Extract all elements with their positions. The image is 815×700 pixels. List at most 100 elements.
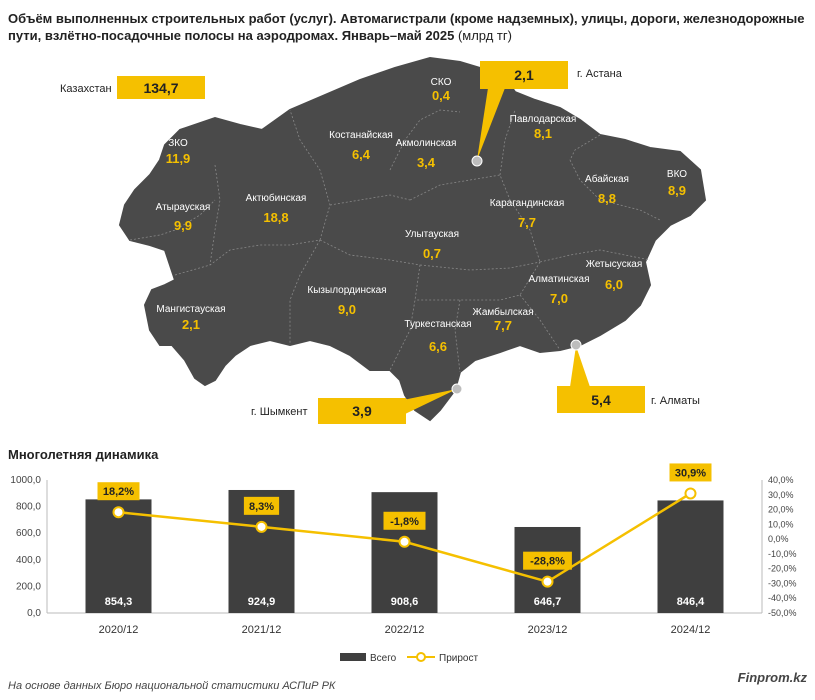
region-label-karaganda: Карагандинская (490, 198, 565, 209)
shymkent-pointer (403, 389, 457, 415)
legend-line-label: Прирост (439, 653, 478, 664)
growth-label: 18,2% (103, 486, 134, 498)
shymkent-callout: 3,9 г. Шымкент (251, 383, 463, 424)
y-left-tick-label: 400,0 (16, 555, 41, 566)
y-left-tick-label: 800,0 (16, 502, 41, 513)
shymkent-value: 3,9 (352, 403, 372, 419)
growth-label-box (97, 482, 140, 501)
region-value-mangystau: 2,1 (182, 317, 200, 332)
region-value-atyrau: 9,9 (174, 218, 192, 233)
shymkent-label: г. Шымкент (251, 406, 308, 418)
region-label-abay: Абайская (585, 173, 629, 185)
growth-point (684, 487, 697, 500)
y-right-tick-label: 20,0% (768, 505, 794, 515)
region-value-turkestan: 6,6 (429, 339, 447, 354)
region-value-zhetisu: 6,0 (605, 277, 623, 292)
shymkent-box (318, 398, 406, 424)
almaty-pointer (570, 346, 590, 387)
region-value-akmola: 3,4 (417, 155, 436, 170)
bar-value-label: 846,4 (677, 596, 705, 608)
bar-value-label: 908,6 (391, 596, 419, 608)
region-value-aktobe: 18,8 (263, 210, 288, 225)
astana-marker (471, 155, 483, 167)
bar-value-label: 646,7 (534, 596, 562, 608)
y-left-tick-label: 200,0 (16, 581, 41, 592)
chart-legend: Всего Прирост (340, 652, 478, 664)
x-tick-label: 2023/12 (528, 624, 568, 636)
growth-point (398, 535, 411, 548)
y-right-tick-label: -20,0% (768, 564, 797, 574)
y-right-tick-label: -50,0% (768, 608, 797, 618)
region-value-karaganda: 7,7 (518, 215, 536, 230)
growth-point (541, 575, 554, 588)
x-tick-label: 2022/12 (385, 624, 425, 636)
region-label-ulytau: Улытауская (405, 229, 459, 240)
almaty-box (557, 386, 645, 413)
region-label-turkestan: Туркестанская (404, 319, 471, 330)
title-unit: (млрд тг) (457, 28, 512, 43)
region-label-zko: ЗКО (168, 138, 188, 149)
region-label-almaty-region: Алматинская (529, 274, 590, 285)
region-value-zko: 11,9 (166, 151, 191, 166)
dynamics-title: Многолетняя динамика (8, 447, 159, 462)
y-right-tick-label: 40,0% (768, 475, 794, 485)
growth-label-box (243, 496, 280, 515)
y-right-tick-label: -10,0% (768, 549, 797, 559)
y-right-tick-label: -40,0% (768, 593, 797, 603)
region-label-atyrau: Атырауская (156, 202, 211, 213)
growth-point (112, 506, 125, 519)
x-tick-label: 2021/12 (242, 624, 282, 636)
astana-label: г. Астана (577, 68, 623, 80)
bar (85, 499, 152, 613)
legend-line-marker (416, 652, 426, 662)
growth-label-box (669, 463, 712, 482)
region-labels: СКО 0,4 Костанайская 6,4 Акмолинская 3,4… (156, 77, 688, 354)
region-borders (129, 109, 661, 373)
region-label-aktobe: Актюбинская (246, 192, 307, 204)
region-label-kostanay: Костанайская (329, 130, 393, 141)
region-value-ulytau: 0,7 (423, 246, 441, 261)
astana-pointer (477, 88, 505, 160)
region-label-akmola: Акмолинская (396, 138, 457, 149)
total-callout: Казахстан 134,7 (60, 76, 205, 99)
dynamics-chart: 0,0 200,0 400,0 600,0 800,0 1000,0 -50,0% -40,0… (10, 463, 797, 636)
bar-value-label: 854,3 (105, 596, 133, 608)
region-value-abay: 8,8 (598, 191, 616, 206)
y-right-tick-label: 0,0% (768, 534, 789, 544)
x-tick-label: 2020/12 (99, 624, 139, 636)
region-value-almaty-region: 7,0 (550, 291, 568, 306)
growth-label-box (523, 551, 572, 570)
bar (657, 500, 724, 613)
region-label-zhambyl: Жамбылская (473, 306, 534, 318)
region-value-sko: 0,4 (432, 88, 451, 103)
growth-label: -1,8% (390, 516, 419, 528)
almaty-callout: 5,4 г. Алматы (557, 339, 700, 413)
astana-box (480, 61, 568, 89)
region-label-pavlodar: Павлодарская (510, 114, 577, 125)
y-right-tick-label: 10,0% (768, 519, 794, 529)
y-left-tick-label: 0,0 (27, 608, 41, 619)
region-label-vko: ВКО (667, 169, 687, 180)
almaty-value: 5,4 (591, 392, 611, 408)
region-label-sko: СКО (431, 77, 452, 88)
growth-label: 8,3% (249, 501, 274, 513)
source-note: На основе данных Бюро национальной стати… (8, 680, 336, 692)
chart-title: Объём выполненных строительных работ (ус… (8, 10, 808, 44)
y-left-tick-label: 1000,0 (10, 475, 41, 486)
region-value-vko: 8,9 (668, 183, 686, 198)
growth-point (255, 520, 268, 533)
growth-label: 30,9% (675, 467, 706, 479)
region-value-kostanay: 6,4 (352, 147, 371, 162)
region-label-kyzylorda: Кызылординская (307, 285, 386, 296)
brand-logo: Finprom.kz (737, 670, 807, 685)
growth-label: -28,8% (530, 556, 565, 568)
growth-label-box (383, 511, 426, 530)
legend-bar-swatch (340, 653, 366, 661)
astana-callout: 2,1 г. Астана (471, 61, 623, 167)
legend-bar-label: Всего (370, 653, 397, 664)
title-text: Объём выполненных строительных работ (ус… (8, 11, 805, 43)
x-tick-label: 2024/12 (671, 624, 711, 636)
y-left-tick-label: 600,0 (16, 528, 41, 539)
total-value: 134,7 (143, 80, 178, 96)
